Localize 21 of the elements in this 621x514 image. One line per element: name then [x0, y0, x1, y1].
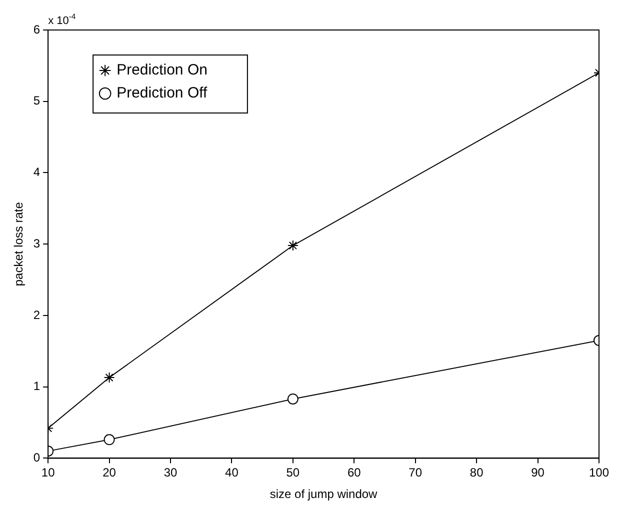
x-tick-label: 20 [102, 466, 116, 480]
x-tick-label: 60 [347, 466, 362, 480]
x-tick-label: 80 [470, 466, 484, 480]
y-axis-title: packet loss rate [12, 202, 26, 286]
y-tick-label: 0 [33, 450, 40, 465]
x-tick-label: 70 [408, 466, 422, 480]
y-tick-label: 2 [33, 308, 40, 322]
x-tick-label: 30 [164, 466, 178, 480]
y-tick-label: 3 [33, 236, 40, 250]
x-tick-label: 100 [588, 466, 610, 480]
x-tick-label: 10 [41, 466, 56, 480]
x-tick-label: 50 [286, 466, 300, 480]
legend-label: Prediction Off [116, 84, 208, 102]
y-tick-label: 1 [33, 379, 40, 394]
y-tick-label: 6 [33, 22, 40, 36]
legend-label: Prediction On [116, 62, 208, 79]
x-axis-title: size of jump window [270, 487, 378, 502]
y-tick-label: 5 [33, 94, 40, 108]
x-tick-label: 90 [531, 466, 545, 480]
x-tick-label: 40 [225, 466, 239, 480]
y-tick-label: 4 [33, 165, 40, 180]
